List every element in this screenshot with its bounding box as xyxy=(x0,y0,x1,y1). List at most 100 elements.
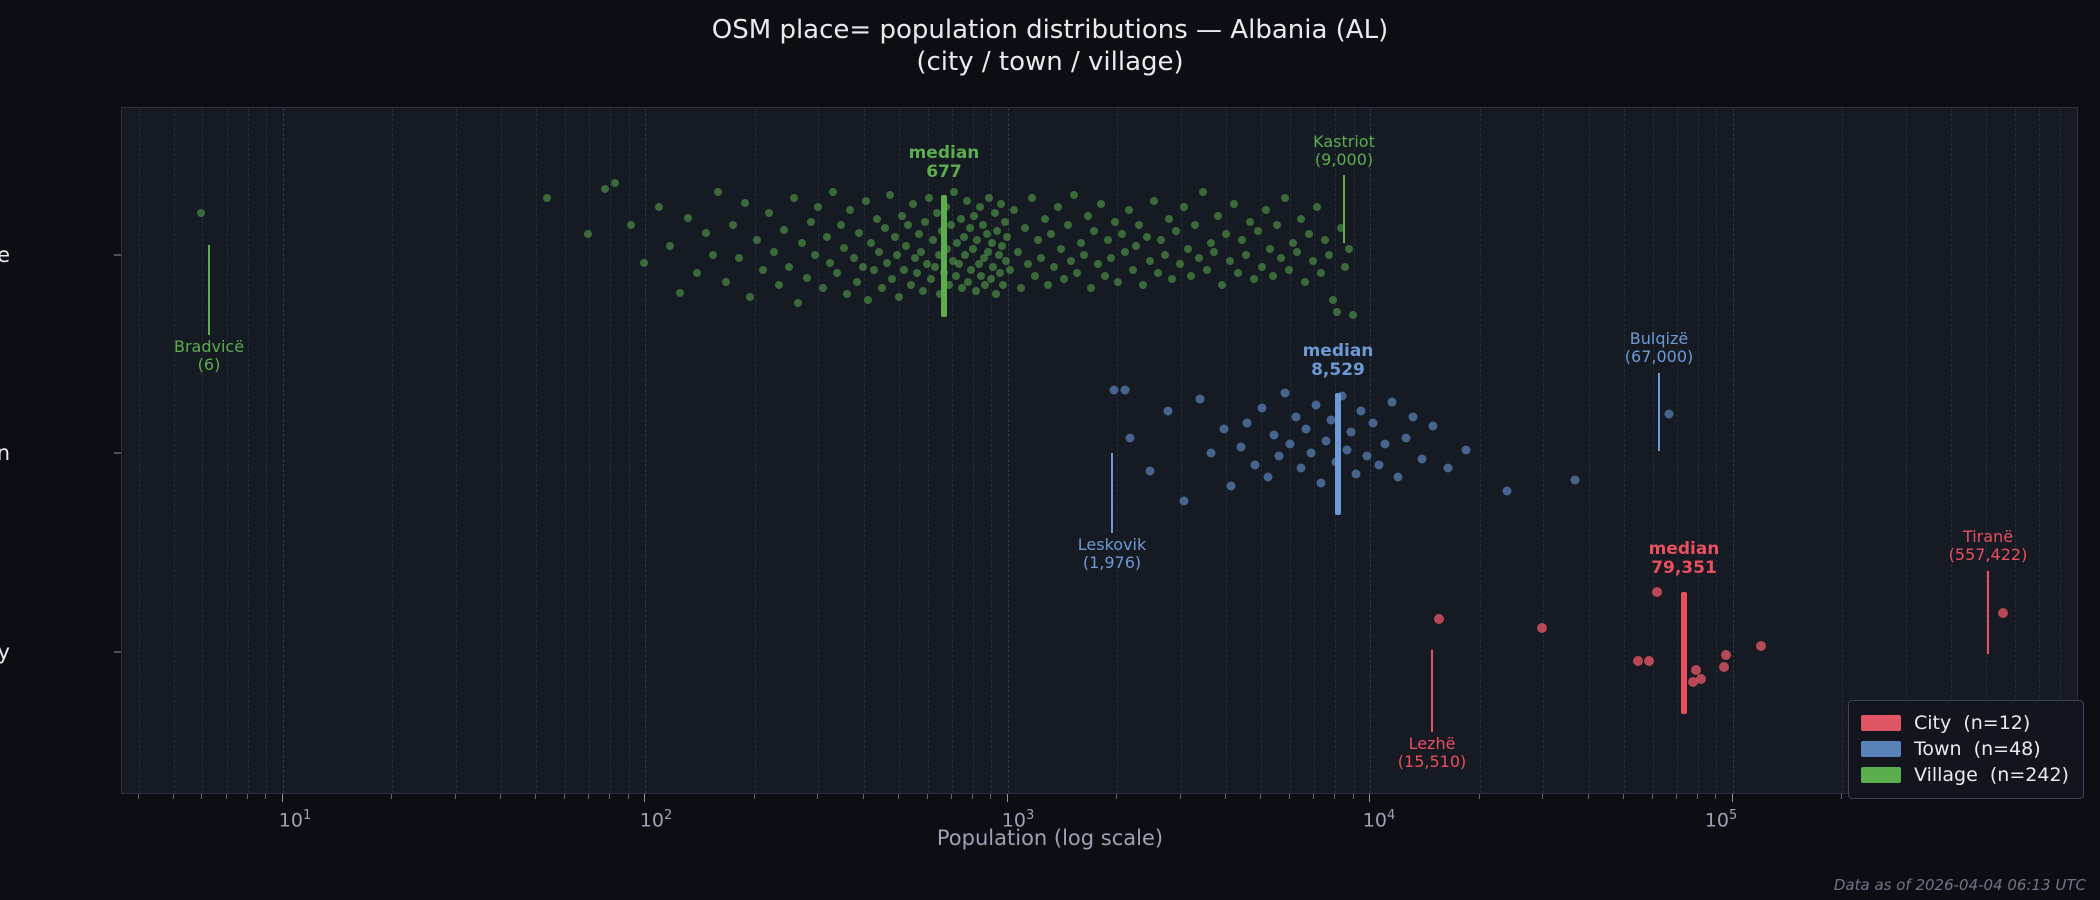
grid-line xyxy=(2039,108,2041,793)
scatter-point xyxy=(890,233,899,241)
median-bar-town xyxy=(1335,393,1341,515)
scatter-point xyxy=(998,242,1007,250)
scatter-point xyxy=(1632,656,1643,666)
scatter-point xyxy=(872,215,881,223)
scatter-point xyxy=(611,179,620,187)
x-axis-tick xyxy=(609,794,611,799)
scatter-point xyxy=(999,281,1008,289)
x-axis-tick-label: 104 xyxy=(1363,808,1395,831)
scatter-point xyxy=(986,275,995,283)
x-axis-tick xyxy=(990,794,992,799)
scatter-point xyxy=(870,266,879,274)
scatter-point xyxy=(1351,469,1361,479)
scatter-point xyxy=(784,263,793,271)
grid-line xyxy=(951,108,953,793)
scatter-point xyxy=(930,263,939,271)
scatter-point xyxy=(1401,433,1411,443)
scatter-point xyxy=(714,188,723,196)
x-tick-base: 10 xyxy=(639,809,664,832)
scatter-point xyxy=(1321,436,1331,446)
scatter-point xyxy=(1009,206,1018,214)
scatter-point xyxy=(1128,266,1137,274)
scatter-point xyxy=(991,290,1000,298)
scatter-point xyxy=(1146,257,1155,265)
grid-line xyxy=(927,108,929,793)
scatter-point xyxy=(833,269,842,277)
scatter-point xyxy=(932,209,941,217)
scatter-point xyxy=(764,209,773,217)
scatter-point xyxy=(1293,248,1302,256)
scatter-point xyxy=(899,266,908,274)
x-axis-tick xyxy=(817,794,819,799)
scatter-point xyxy=(1034,236,1043,244)
scatter-point xyxy=(1346,427,1356,437)
legend[interactable]: City (n=12) Town (n=48) Village (n=242) xyxy=(1848,700,2084,799)
scatter-point xyxy=(709,251,718,259)
scatter-point xyxy=(1336,224,1345,232)
scatter-point xyxy=(1043,281,1052,289)
y-axis-label-village: Village xyxy=(0,243,10,267)
scatter-point xyxy=(684,213,693,222)
annotation-leader-line xyxy=(208,245,210,335)
x-axis-tick xyxy=(644,794,646,802)
grid-line xyxy=(1479,108,1481,793)
scatter-point xyxy=(1218,281,1227,289)
grid-line xyxy=(754,108,756,793)
legend-swatch-city xyxy=(1861,715,1901,731)
scatter-point xyxy=(1100,272,1109,280)
grid-line xyxy=(1180,108,1182,793)
x-axis-tick xyxy=(281,794,283,802)
scatter-point xyxy=(1720,650,1731,660)
x-tick-exponent: 4 xyxy=(1386,808,1396,823)
grid-line xyxy=(1842,108,1844,793)
scatter-point xyxy=(1348,311,1357,319)
scatter-point xyxy=(1172,227,1181,235)
y-axis-tick xyxy=(114,651,121,653)
x-axis-title: Population (log scale) xyxy=(936,826,1164,850)
scatter-point xyxy=(1069,191,1078,199)
scatter-point xyxy=(925,194,934,202)
scatter-point xyxy=(1164,215,1173,223)
scatter-point xyxy=(818,284,827,292)
legend-item-village[interactable]: Village (n=242) xyxy=(1861,762,2069,788)
scatter-point xyxy=(1362,451,1372,461)
scatter-point xyxy=(968,245,977,253)
x-axis-tick xyxy=(1478,794,1480,799)
scatter-point xyxy=(1997,608,2008,618)
scatter-point xyxy=(1718,662,1729,672)
scatter-point xyxy=(893,251,902,259)
x-axis-tick xyxy=(1006,794,1008,802)
scatter-point xyxy=(1253,227,1262,235)
scatter-point xyxy=(956,215,965,223)
scatter-point xyxy=(1285,266,1294,274)
grid-line xyxy=(1261,108,1263,793)
scatter-point xyxy=(950,188,959,196)
x-axis-tick xyxy=(265,794,267,799)
x-tick-exponent: 2 xyxy=(663,808,673,823)
scatter-point xyxy=(888,275,897,283)
legend-label: Village (n=242) xyxy=(1914,764,2069,786)
x-axis-tick xyxy=(1352,794,1354,799)
scatter-point xyxy=(904,221,913,229)
grid-line xyxy=(610,108,612,793)
legend-item-city[interactable]: City (n=12) xyxy=(1861,710,2069,736)
x-axis-tick xyxy=(926,794,928,799)
scatter-point xyxy=(601,185,610,193)
scatter-point xyxy=(1114,278,1123,286)
grid-line xyxy=(226,108,228,793)
scatter-point xyxy=(943,245,952,253)
annotation-label-tiran: Tiranë (557,422) xyxy=(1948,527,2028,564)
legend-item-town[interactable]: Town (n=48) xyxy=(1861,736,2069,762)
annotation-label-leskovik: Leskovik (1,976) xyxy=(1077,535,1147,572)
grid-line xyxy=(247,108,249,793)
scatter-point xyxy=(1073,269,1082,277)
scatter-point xyxy=(875,248,884,256)
scatter-point xyxy=(1107,254,1116,262)
x-axis-tick xyxy=(1225,794,1227,799)
grid-line xyxy=(173,108,175,793)
grid-line xyxy=(1588,108,1590,793)
grid-line xyxy=(391,108,393,793)
annotation-leader-line xyxy=(1343,175,1345,243)
grid-line xyxy=(645,108,647,793)
scatter-point xyxy=(1125,433,1135,443)
